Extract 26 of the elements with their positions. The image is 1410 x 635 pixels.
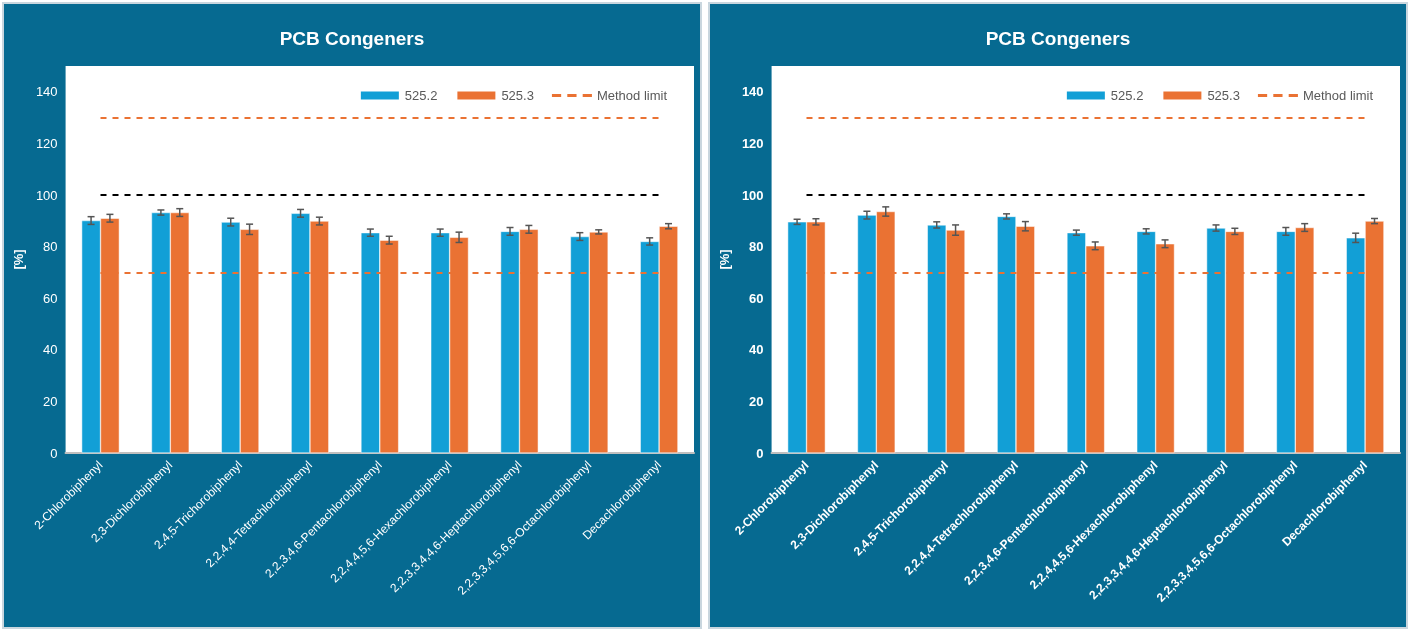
legend-label: 525.2 [404, 88, 438, 103]
legend-label: 525.3 [1207, 88, 1240, 103]
y-tick-label: 120 [35, 135, 58, 151]
legend-label: Method limit [596, 88, 668, 103]
y-tick-label: 120 [741, 135, 764, 151]
chart-title: PCB Congeners [279, 28, 425, 49]
y-tick-label: 140 [741, 84, 764, 100]
y-tick-label: 20 [749, 393, 764, 409]
legend-label: Method limit [1302, 88, 1374, 103]
y-axis-title: [%] [717, 249, 732, 270]
y-tick-label: 0 [756, 445, 764, 461]
chart-title: PCB Congeners [985, 28, 1131, 49]
y-tick-label: 40 [749, 342, 764, 358]
y-tick-label: 100 [741, 187, 764, 203]
y-tick-label: 0 [50, 445, 58, 461]
y-tick-label: 60 [749, 290, 764, 306]
y-tick-label: 100 [35, 187, 58, 203]
y-tick-label: 140 [35, 84, 58, 100]
y-tick-label: 80 [43, 239, 58, 255]
y-tick-label: 60 [43, 290, 58, 306]
legend-label: 525.2 [1110, 88, 1144, 103]
y-tick-label: 20 [43, 393, 58, 409]
y-tick-label: 40 [43, 342, 58, 358]
legend-label: 525.3 [501, 88, 534, 103]
y-axis-title: [%] [11, 249, 26, 270]
y-tick-label: 80 [749, 239, 764, 255]
